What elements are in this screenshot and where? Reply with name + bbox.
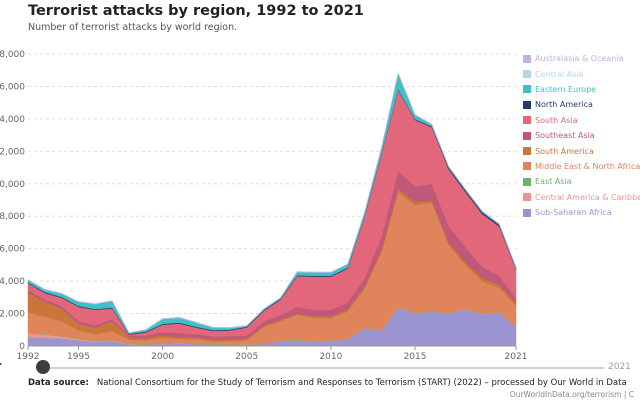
timeline-slider-track[interactable] [42,367,604,369]
legend-swatch [523,85,531,94]
legend-swatch [523,54,531,63]
y-tick-label: 0 [19,342,25,352]
y-tick-label: 2,000 [0,310,25,320]
area-australasia-oceania [27,72,517,333]
y-tick-label: 18,000 [0,50,25,60]
y-tick-label: 10,000 [0,180,25,190]
legend-item[interactable]: Central America & Caribbean [523,190,640,205]
legend-label: South America [535,146,594,156]
legend-item[interactable]: Australasia & Oceania [523,51,640,66]
x-tick-label: 2000 [151,352,174,362]
legend-item[interactable]: Middle East & North Africa [523,159,640,174]
chart-legend: Australasia & Oceania Central Asia Eastern… [523,51,640,220]
source-text: National Consortium for the Study of Ter… [96,378,627,388]
y-tick-label: 6,000 [0,245,25,255]
footer-link[interactable]: OurWorldInData.org/terrorism | C [509,390,634,399]
legend-label: South Asia [535,115,578,125]
chart-title: Terrorist attacks by region, 1992 to 202… [28,3,364,19]
legend-label: Southeast Asia [535,131,595,141]
x-tick-label: 1992 [17,352,40,362]
legend-item[interactable]: North America [523,97,640,112]
legend-item[interactable]: Sub-Saharan Africa [523,205,640,220]
legend-label: Central America & Caribbean [535,192,640,202]
chart-subtitle: Number of terrorist attacks by world reg… [28,22,238,33]
y-tick-label: 4,000 [0,277,25,287]
legend-label: Eastern Europe [535,84,597,94]
source-line: Data source: National Consortium for the … [28,378,627,388]
y-tick-label: 12,000 [0,147,25,157]
x-tick-label: 1995 [67,352,90,362]
legend-label: Middle East & North Africa [535,161,640,171]
legend-swatch [523,116,531,125]
y-tick-label: 8,000 [0,212,25,222]
x-tick-label: 2010 [319,352,342,362]
x-tick-label: 2005 [235,352,258,362]
x-tick-label: 2021 [505,352,528,362]
legend-item[interactable]: Eastern Europe [523,82,640,97]
y-tick-label: 14,000 [0,115,25,125]
x-tick-label: 2015 [404,352,427,362]
legend-item[interactable]: Central Asia [523,66,640,81]
timeline-end-label: 2021 [608,362,631,372]
legend-swatch [523,162,531,171]
legend-swatch [523,147,531,156]
legend-label: East Asia [535,177,572,187]
y-tick-label: 16,000 [0,82,25,92]
legend-label: Australasia & Oceania [535,54,624,64]
timeline-slider-handle[interactable] [36,360,50,374]
legend-label: Sub-Saharan Africa [535,208,612,218]
legend-swatch [523,70,531,79]
legend-item[interactable]: East Asia [523,174,640,189]
legend-item[interactable]: South Asia [523,113,640,128]
play-button[interactable] [0,360,2,368]
legend-item[interactable]: Southeast Asia [523,128,640,143]
source-label: Data source: [28,378,89,388]
legend-swatch [523,177,531,186]
legend-swatch [523,208,531,217]
legend-swatch [523,131,531,140]
legend-label: Central Asia [535,69,584,79]
legend-swatch [523,100,531,109]
legend-label: North America [535,100,593,110]
legend-swatch [523,193,531,202]
legend-item[interactable]: South America [523,143,640,158]
